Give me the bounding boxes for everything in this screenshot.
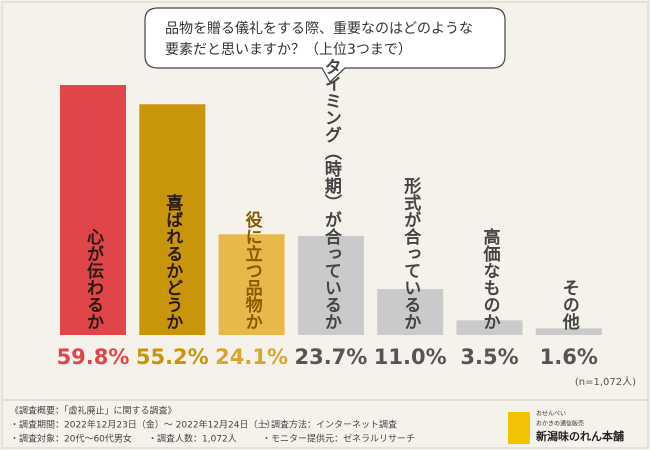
bar bbox=[60, 85, 126, 335]
bar bbox=[377, 289, 444, 335]
bar bbox=[535, 328, 602, 335]
speech-bubble bbox=[144, 7, 506, 83]
bar bbox=[456, 320, 523, 335]
footer-item: ・調査対象：20代～60代男女 bbox=[10, 433, 132, 445]
value-label: 59.8% bbox=[57, 345, 130, 369]
category-label: 心が伝わるか bbox=[83, 228, 104, 330]
value-label: 11.0% bbox=[374, 345, 447, 369]
category-label: 形式が合っているか bbox=[400, 176, 421, 330]
category-label: 役に立つ品物か bbox=[242, 210, 263, 330]
logo-text: おかきの通信販売 bbox=[536, 420, 584, 428]
category-label: タイミング（時期）が合っているか bbox=[321, 58, 342, 330]
category-label: 高価なものか bbox=[480, 227, 502, 330]
footer-item: ・モニター提供元：ゼネラルリサーチ bbox=[262, 433, 415, 445]
value-label: 23.7% bbox=[294, 345, 367, 369]
sample-note: (n=1,072人) bbox=[575, 376, 636, 388]
footer-heading: 《調査概要：「虚礼廃止」に関する調査》 bbox=[10, 405, 177, 417]
bar bbox=[139, 104, 206, 335]
logo-text: おせんべい bbox=[536, 411, 566, 418]
value-label: 24.1% bbox=[215, 345, 288, 369]
title-line: 要素だと思いますか？（上位3つまで） bbox=[165, 42, 412, 58]
bar bbox=[297, 235, 364, 335]
value-label: 55.2% bbox=[136, 345, 209, 369]
bar bbox=[218, 234, 285, 335]
footer-item: ・調査期間：2022年12月23日（金）～ 2022年12月24日（土） bbox=[10, 419, 275, 431]
footer-item: ・調査人数：1,072人 bbox=[148, 433, 237, 445]
logo-mark bbox=[508, 412, 530, 444]
category-label: その他 bbox=[559, 279, 581, 330]
value-label: 1.6% bbox=[540, 345, 598, 369]
value-label: 3.5% bbox=[460, 345, 518, 369]
footer-item: ・調査方法：インターネット調査 bbox=[262, 419, 397, 431]
category-label: 喜ばれるかどうか bbox=[162, 194, 183, 330]
title-line: 品物を贈る儀礼をする際、重要なのはどのような bbox=[165, 21, 473, 37]
logo-name: 新潟味のれん本舗 bbox=[536, 429, 624, 443]
